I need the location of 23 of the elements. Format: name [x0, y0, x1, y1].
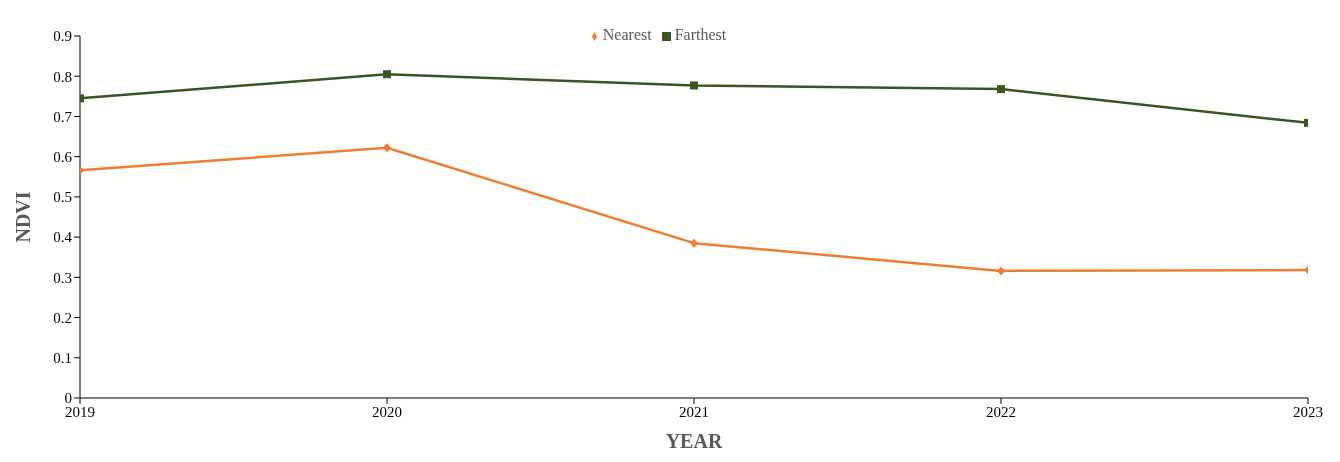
x-tick-label: 2020	[372, 403, 402, 420]
point	[997, 266, 1005, 276]
point	[690, 81, 698, 90]
y-tick-label: 0.1	[53, 350, 72, 367]
y-axis-title: NDVI	[12, 191, 35, 243]
point	[997, 85, 1005, 94]
legend-label: Farthest	[674, 26, 727, 43]
point	[383, 143, 391, 153]
x-tick-label: 2023	[1293, 403, 1323, 420]
point	[690, 238, 698, 248]
legend-label: Nearest	[602, 26, 652, 43]
y-tick-label: 0.8	[53, 68, 72, 85]
y-tick-label: 0.2	[53, 309, 72, 326]
x-tick-label: 2022	[986, 403, 1016, 420]
y-tick-label: 0.6	[53, 148, 73, 165]
y-tick-label: 0.5	[53, 189, 72, 206]
y-tick-label: 0.7	[53, 108, 73, 125]
x-tick-label: 2021	[679, 403, 709, 420]
x-axis-title: YEAR	[665, 430, 723, 452]
point	[383, 70, 391, 79]
y-tick-label: 0.3	[53, 269, 72, 286]
y-tick-label: 0.4	[53, 229, 73, 246]
y-tick-label: 0.9	[53, 28, 72, 45]
